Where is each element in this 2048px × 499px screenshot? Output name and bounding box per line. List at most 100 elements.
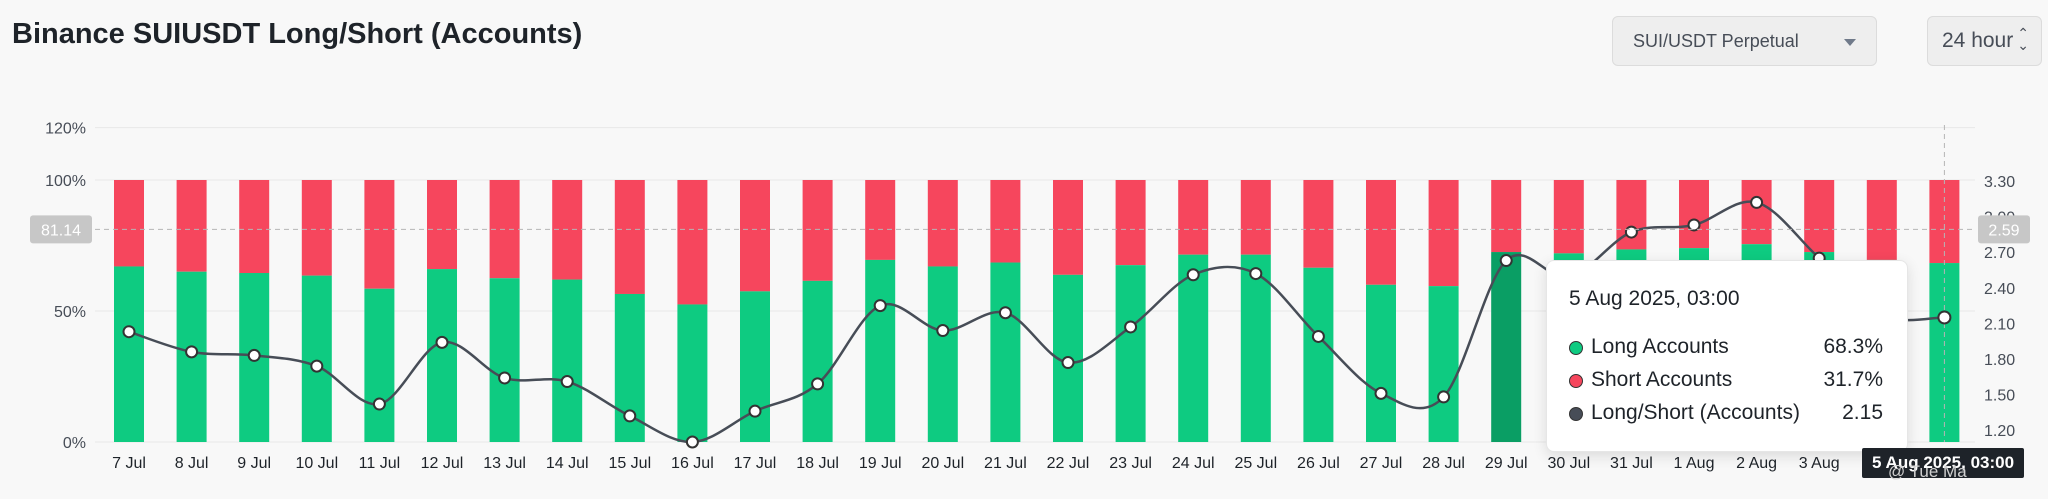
chart-title: Binance SUIUSDT Long/Short (Accounts) <box>12 18 583 50</box>
tooltip-value: 2.15 <box>1842 401 1883 424</box>
tooltip-value: 31.7% <box>1823 368 1883 391</box>
x-axis-tick: 1 Aug <box>1674 455 1715 472</box>
long-bar <box>114 266 144 442</box>
short-bar <box>865 180 896 260</box>
ratio-point <box>1687 218 1701 232</box>
short-bar <box>990 180 1021 263</box>
right-axis-tick: 3.30 <box>1984 174 2015 191</box>
right-axis-tick: 1.20 <box>1984 423 2015 440</box>
ratio-point <box>1311 329 1325 343</box>
crosshair-left-value: 81.14 <box>41 222 81 239</box>
x-axis-tick: 14 Jul <box>546 455 589 472</box>
short-bar <box>114 180 144 267</box>
ratio-point <box>1750 195 1764 209</box>
ratio-point <box>185 345 199 359</box>
ratio-point <box>1186 268 1200 282</box>
ratio-point <box>873 299 887 313</box>
right-axis-tick: 2.70 <box>1984 245 2015 262</box>
x-axis-tick: 17 Jul <box>734 455 777 472</box>
watermark: @ Tue Ma <box>1888 462 1967 481</box>
long-bar <box>740 291 770 442</box>
ratio-point <box>1624 225 1638 239</box>
ratio-line-series <box>122 195 1951 449</box>
x-axis-tick: 9 Jul <box>237 455 271 472</box>
short-bar <box>1679 180 1709 249</box>
period-select-label: 24 hour <box>1942 29 2014 52</box>
short-bar <box>1178 180 1209 255</box>
x-axis-tick: 2 Aug <box>1736 455 1777 472</box>
short-bar <box>740 180 770 292</box>
short-bar <box>1741 180 1772 245</box>
x-axis-tick: 26 Jul <box>1297 455 1340 472</box>
pair-select-label: SUI/USDT Perpetual <box>1633 30 1799 51</box>
long-bar <box>489 278 520 442</box>
long-bar <box>364 288 395 442</box>
short-bar <box>1929 180 1960 264</box>
x-axis-tick: 23 Jul <box>1109 455 1152 472</box>
x-axis-tick: 28 Jul <box>1422 455 1465 472</box>
pair-select[interactable]: SUI/USDT Perpetual <box>1612 16 1877 66</box>
crosshair-right-badge <box>1978 215 2030 244</box>
ratio-point <box>560 375 574 389</box>
ratio-dot-icon <box>1569 407 1583 421</box>
period-select[interactable]: 24 hour ⌃ ⌄ <box>1927 16 2042 66</box>
ratio-point <box>1249 267 1263 281</box>
short-bar <box>239 180 270 274</box>
ratio-point <box>685 435 699 449</box>
ratio-point <box>498 371 512 385</box>
long-bar <box>865 259 896 442</box>
axes: 0%50%100%120%1.201.501.802.102.402.703.0… <box>45 121 2015 472</box>
long-bar <box>1366 284 1396 442</box>
ratio-point <box>247 348 261 362</box>
tooltip-label: Short Accounts <box>1591 368 1733 391</box>
short-bar <box>427 180 457 270</box>
crosshair-left-badge <box>30 215 92 244</box>
short-bar <box>1240 180 1271 255</box>
right-axis-tick: 1.50 <box>1984 388 2015 405</box>
short-bar <box>301 180 332 276</box>
long-bar <box>1428 286 1459 442</box>
short-bar <box>1303 180 1334 268</box>
x-axis-tick: 29 Jul <box>1485 455 1528 472</box>
ratio-point-active <box>1937 310 1952 325</box>
x-axis-tick: 10 Jul <box>295 455 338 472</box>
short-bar <box>1553 180 1584 254</box>
ratio-point <box>1499 254 1513 268</box>
right-axis-tick: 1.80 <box>1984 352 2015 369</box>
x-axis-tick: 27 Jul <box>1360 455 1403 472</box>
crosshair-right-value: 2.59 <box>1988 222 2019 239</box>
ratio-point <box>1061 356 1075 370</box>
long-bar <box>1303 267 1334 442</box>
long-bar <box>990 262 1021 442</box>
x-axis-tick: 7 Jul <box>112 455 146 472</box>
tooltip-row-short: Short Accounts 31.7% <box>1569 368 1883 396</box>
ratio-point <box>435 335 449 349</box>
x-axis-tick: 8 Jul <box>175 455 209 472</box>
short-bar <box>614 180 645 294</box>
short-bar <box>1428 180 1459 287</box>
left-axis-tick: 0% <box>63 435 86 452</box>
ratio-point <box>310 359 324 373</box>
short-bar <box>364 180 395 289</box>
ratio-point <box>811 377 825 391</box>
ratio-point <box>936 324 950 338</box>
short-bar <box>677 180 708 305</box>
long-bar <box>677 304 708 442</box>
x-axis-tick: 25 Jul <box>1234 455 1277 472</box>
long-bar <box>802 280 833 442</box>
x-axis-tick: 30 Jul <box>1547 455 1590 472</box>
long-bar <box>552 279 583 442</box>
x-axis-tick: 20 Jul <box>921 455 964 472</box>
tooltip-label: Long Accounts <box>1591 335 1729 358</box>
left-axis-tick: 100% <box>45 173 86 190</box>
x-axis-tick: 15 Jul <box>608 455 651 472</box>
short-bar <box>1866 180 1897 260</box>
left-axis-tick: 120% <box>45 121 86 138</box>
short-bar <box>176 180 207 272</box>
bar-series <box>114 180 1960 442</box>
x-axis-tick: 11 Jul <box>359 455 401 472</box>
x-axis-tick: 19 Jul <box>859 455 902 472</box>
ratio-point <box>623 409 637 423</box>
sort-updown-icon: ⌃ ⌄ <box>2017 25 2029 53</box>
